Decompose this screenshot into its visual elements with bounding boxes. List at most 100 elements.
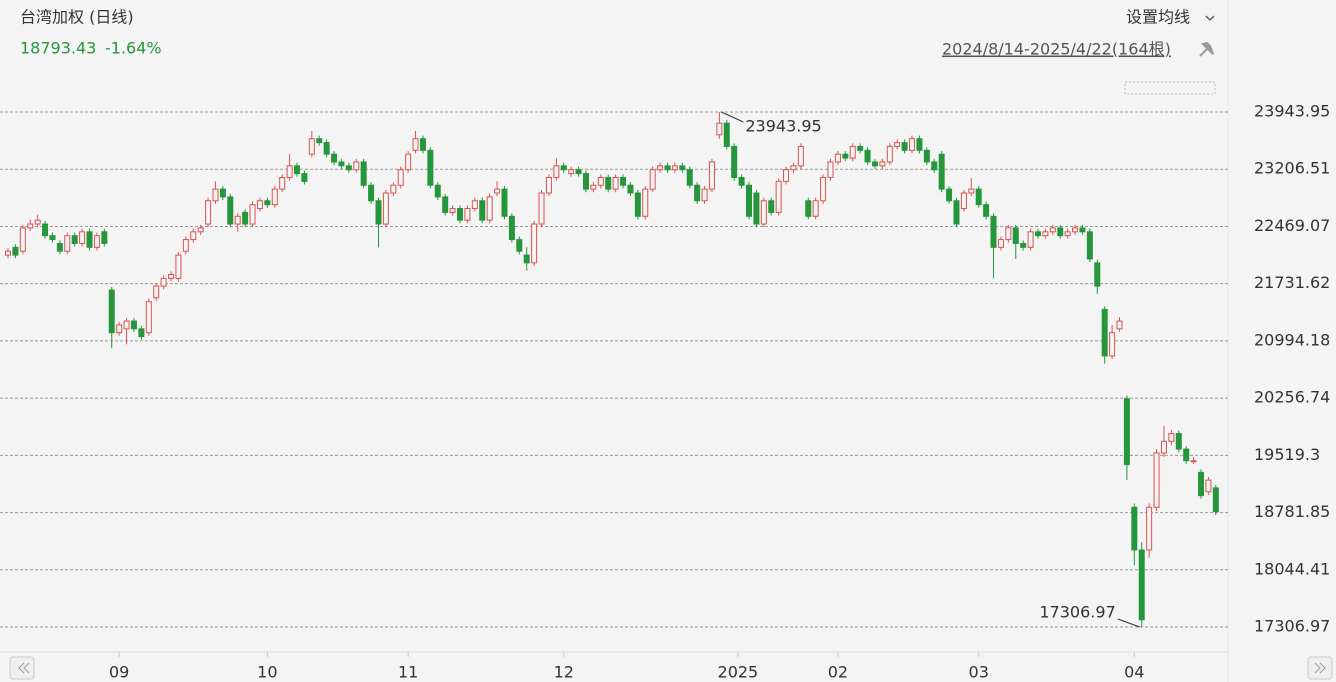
candle-body	[331, 153, 338, 163]
candle-body	[960, 192, 967, 210]
ma-button[interactable]: 设置均线	[1126, 8, 1190, 27]
candle-body	[834, 153, 841, 163]
candle-body	[842, 153, 849, 159]
candle-body	[138, 328, 145, 338]
candle-body	[590, 184, 597, 190]
candle-body	[671, 165, 678, 171]
candle-body	[1057, 227, 1064, 237]
x-tick-label: 12	[554, 663, 574, 682]
candle-body	[797, 145, 804, 167]
x-tick-label: 04	[1124, 663, 1144, 682]
scroll-right-icon[interactable]	[1314, 662, 1326, 674]
candle-body	[486, 196, 493, 221]
candle-body	[34, 219, 41, 225]
candle-body	[901, 142, 908, 151]
candle-body	[1034, 231, 1041, 237]
candle-body	[1012, 227, 1019, 244]
candle-body	[271, 188, 278, 206]
candle-body	[175, 254, 182, 279]
scroll-left-icon[interactable]	[18, 662, 30, 674]
candle-body	[338, 161, 345, 167]
candle-body	[153, 285, 160, 299]
last-price: 18793.43	[20, 39, 96, 58]
candle-body	[1116, 320, 1123, 330]
candle-body	[790, 165, 797, 171]
candle-body	[190, 231, 197, 241]
candle-body	[130, 320, 137, 330]
y-tick-label: 21731.62	[1254, 273, 1330, 292]
candle-body	[1146, 506, 1153, 551]
candle-body	[1005, 227, 1012, 241]
candle-body	[1109, 332, 1116, 357]
candle-body	[827, 161, 834, 178]
candle-body	[627, 184, 634, 194]
candle-body	[686, 169, 693, 186]
candle-body	[1153, 452, 1160, 508]
candle-body	[894, 142, 901, 147]
candle-body	[620, 176, 627, 186]
pin-icon[interactable]	[1199, 41, 1214, 57]
candle-body	[1175, 433, 1182, 450]
candle-body	[1168, 433, 1175, 442]
candle-body	[760, 200, 767, 225]
y-tick-label: 18044.41	[1254, 559, 1330, 578]
candle-body	[664, 165, 671, 171]
candle-body	[1160, 440, 1167, 454]
y-tick-label: 19519.3	[1254, 445, 1320, 464]
candle-body	[286, 165, 293, 178]
candle-body	[5, 250, 11, 256]
candle-body	[256, 200, 263, 210]
candle-body	[494, 188, 501, 194]
candle-body	[279, 176, 286, 190]
candle-body	[1190, 460, 1197, 463]
candle-body	[679, 165, 686, 171]
candle-body	[738, 176, 745, 186]
candle-body	[49, 235, 56, 241]
candle-body	[820, 176, 827, 202]
candle-body	[353, 161, 360, 171]
candle-body	[545, 176, 552, 194]
candle-body	[997, 239, 1004, 248]
candle-body	[634, 192, 641, 217]
candle-body	[301, 173, 308, 182]
candle-body	[93, 235, 100, 248]
candle-body	[508, 215, 515, 241]
y-tick-label: 18781.85	[1254, 502, 1330, 521]
candle-body	[1049, 227, 1056, 233]
candle-body	[560, 165, 567, 171]
candle-body	[723, 122, 730, 147]
candle-body	[145, 301, 152, 334]
candle-body	[938, 153, 945, 190]
candle-body	[731, 145, 738, 178]
x-tick-label: 09	[109, 663, 129, 682]
candle-body	[419, 138, 426, 151]
candle-body	[1212, 487, 1219, 513]
candle-body	[1131, 506, 1138, 551]
candle-body	[946, 188, 953, 202]
scroll-left[interactable]	[9, 656, 35, 680]
candle-body	[412, 138, 419, 151]
candle-body	[205, 200, 212, 225]
y-tick-label: 23943.95	[1254, 101, 1330, 120]
candle-body	[605, 176, 612, 190]
date-range[interactable]: 2024/8/14-2025/4/22(164根)	[942, 40, 1171, 59]
candle-body	[538, 192, 545, 225]
candle-body	[101, 231, 108, 244]
candle-body	[442, 196, 449, 213]
y-tick-label: 20994.18	[1254, 330, 1330, 349]
candle-body	[427, 149, 434, 186]
candle-body	[397, 169, 404, 186]
chevron[interactable]	[1205, 15, 1215, 21]
candle-body	[553, 165, 560, 178]
candle-body	[197, 227, 204, 233]
candle-body	[71, 235, 78, 244]
candle-body	[812, 200, 819, 217]
candle-body	[123, 320, 130, 330]
candle-body	[449, 208, 456, 213]
candle-body	[375, 200, 382, 225]
candle-body	[516, 239, 523, 252]
candle-body	[983, 204, 990, 217]
candle-body	[716, 122, 723, 136]
candle-body	[753, 192, 760, 225]
